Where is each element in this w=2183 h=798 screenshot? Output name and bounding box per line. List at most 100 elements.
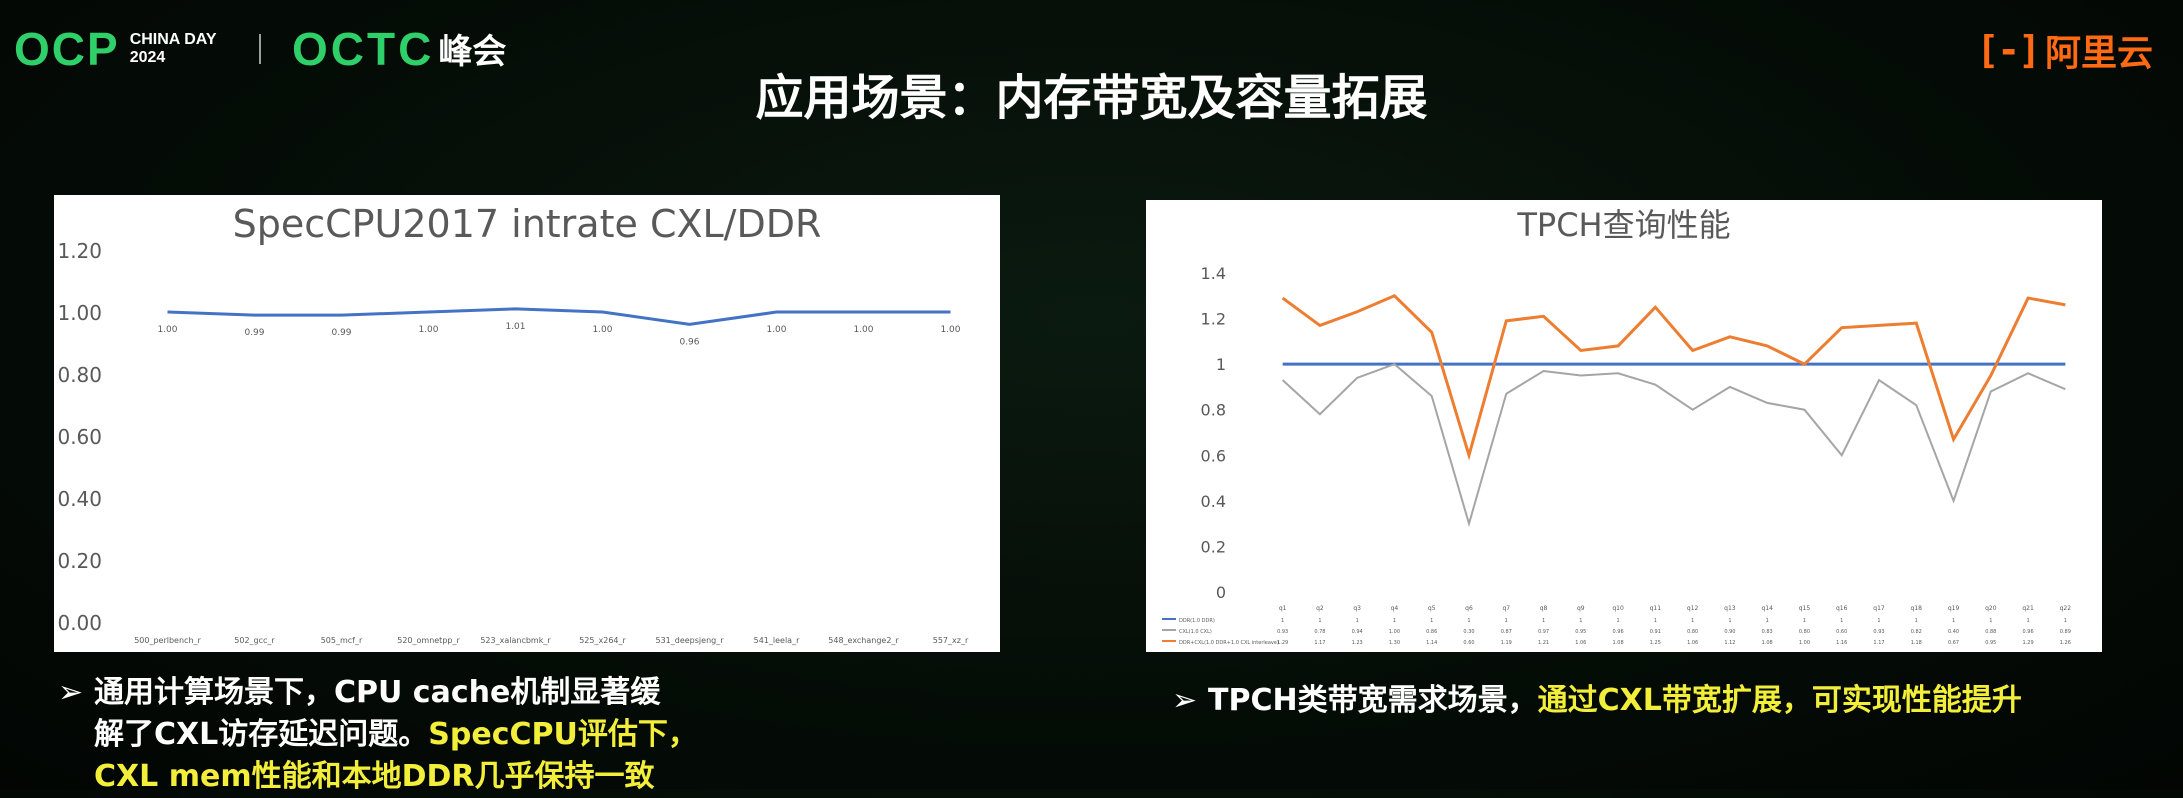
table-cell: 1.00 — [1799, 640, 1810, 646]
table-cell: 1 — [1952, 618, 1955, 624]
table-cell: 1 — [1356, 618, 1359, 624]
chart-title: SpecCPU2017 intrate CXL/DDR — [233, 202, 822, 246]
x-tick-label: q15 — [1799, 605, 1811, 612]
table-cell: 1.29 — [2023, 640, 2034, 646]
bullet-line2-highlight: SpecCPU评估下， — [428, 717, 698, 752]
x-tick-label: q4 — [1391, 605, 1399, 612]
x-tick-label: 505_mcf_r — [321, 636, 363, 645]
table-cell: 0.86 — [1426, 629, 1437, 635]
x-tick-label: q8 — [1540, 605, 1548, 612]
table-cell: 0.95 — [1985, 640, 1996, 646]
table-cell: 1.06 — [1687, 640, 1698, 646]
data-label: 1.00 — [853, 325, 873, 335]
data-label: 0.99 — [244, 328, 264, 338]
table-cell: 0.94 — [1352, 629, 1363, 635]
table-cell: 0.90 — [1724, 629, 1735, 635]
table-cell: 1 — [1654, 618, 1657, 624]
x-tick-label: q11 — [1650, 605, 1662, 612]
table-cell: 1.26 — [2060, 640, 2071, 646]
table-cell: 1.06 — [1575, 640, 1586, 646]
table-cell: 1.17 — [1314, 640, 1325, 646]
table-cell: 0.95 — [1575, 629, 1586, 635]
speccpu-bullet: ➢ 通用计算场景下，CPU cache机制显著缓 解了CXL访存延迟问题。Spec… — [58, 672, 758, 798]
table-cell: 1.23 — [1352, 640, 1363, 646]
x-tick-label: 525_x264_r — [579, 636, 626, 645]
data-label: 0.99 — [331, 328, 351, 338]
octc-logo-text: OCTC — [292, 22, 435, 75]
table-cell: 0.80 — [1799, 629, 1810, 635]
table-cell: 0.83 — [1762, 629, 1773, 635]
page-title: 应用场景：内存带宽及容量拓展 — [755, 70, 1428, 126]
table-cell: 0.30 — [1463, 629, 1474, 635]
legend-label: DDR+CXL(1.0 DDR+1.0 CXL interleave) — [1179, 640, 1279, 646]
x-tick-label: 557_xz_r — [933, 636, 969, 645]
x-tick-label: 531_deepsjeng_r — [655, 636, 724, 645]
y-tick-label: 0.80 — [57, 363, 102, 387]
table-cell: 1 — [1691, 618, 1694, 624]
x-tick-label: q12 — [1687, 605, 1699, 612]
x-tick-label: q16 — [1836, 605, 1848, 612]
table-cell: 1 — [1766, 618, 1769, 624]
x-tick-label: q1 — [1279, 605, 1287, 612]
bullet-line3-highlight: CXL mem性能和本地DDR几乎保持一致 — [94, 759, 655, 794]
y-tick-label: 1.2 — [1201, 310, 1226, 329]
table-cell: 1 — [2026, 618, 2029, 624]
table-cell: 0.67 — [1948, 640, 1959, 646]
table-cell: 1 — [1505, 618, 1508, 624]
table-cell: 1 — [2064, 618, 2067, 624]
y-tick-label: 0.4 — [1201, 492, 1226, 511]
table-cell: 1 — [1430, 618, 1433, 624]
table-cell: 0.88 — [1985, 629, 1996, 635]
legend-label: DDR(1.0 DDR) — [1179, 618, 1215, 624]
x-tick-label: q3 — [1353, 605, 1361, 612]
ocp-logo: OCP CHINA DAY 2024 — [14, 26, 217, 72]
table-cell: 1 — [1318, 618, 1321, 624]
table-cell: 0.97 — [1538, 629, 1549, 635]
series-line-ddr-cxl — [1281, 294, 2066, 461]
table-cell: 1 — [1616, 618, 1619, 624]
x-tick-label: q22 — [2060, 605, 2072, 612]
x-tick-label: 500_perlbench_r — [134, 636, 201, 645]
aliyun-logo-text: 阿里云 — [2044, 33, 2153, 74]
table-cell: 1 — [1542, 618, 1545, 624]
data-label: 1.00 — [418, 325, 438, 335]
table-cell: 1 — [1877, 618, 1880, 624]
x-tick-label: q10 — [1612, 605, 1624, 612]
bullet-line1: 通用计算场景下，CPU cache机制显著缓 — [94, 675, 661, 710]
table-cell: 1.08 — [1613, 640, 1624, 646]
table-cell: 0.96 — [1613, 629, 1624, 635]
bullet-arrow-icon: ➢ — [1172, 683, 1198, 718]
series-line-cxl-ddr-ratio — [167, 307, 951, 326]
speccpu-chart: SpecCPU2017 intrate CXL/DDR 0.00 0.20 0.40… — [57, 202, 969, 645]
x-tick-label: 541_leela_r — [754, 636, 800, 645]
data-label: 0.96 — [679, 337, 699, 347]
table-cell: 0.60 — [1836, 629, 1847, 635]
table-cell: 0.80 — [1687, 629, 1698, 635]
table-cell: 1 — [1728, 618, 1731, 624]
octc-logo-suffix: 峰会 — [438, 32, 507, 72]
x-tick-label: q17 — [1873, 605, 1885, 612]
y-tick-label: 1.4 — [1201, 264, 1226, 283]
x-tick-label: 502_gcc_r — [234, 636, 275, 645]
table-cell: 0.91 — [1650, 629, 1661, 635]
x-tick-label: q19 — [1948, 605, 1960, 612]
table-cell: 1 — [1989, 618, 1992, 624]
x-tick-label: q7 — [1502, 605, 1510, 612]
x-tick-label: 520_omnetpp_r — [397, 636, 460, 645]
y-tick-label: 0.6 — [1201, 446, 1226, 465]
table-cell: 0.89 — [2060, 629, 2071, 635]
y-tick-label: 1.00 — [57, 301, 102, 325]
data-label: 1.01 — [505, 322, 525, 332]
tpch-chart: TPCH查询性能 0 0.2 0.4 0.6 0.8 1 1.2 1.4 q1 q2 q3 q4 q5… — [1162, 206, 2072, 646]
table-cell: 1 — [1281, 618, 1284, 624]
table-cell: 1 — [1579, 618, 1582, 624]
chart-title: TPCH查询性能 — [1516, 206, 1730, 244]
ocp-event-label: CHINA DAY 2024 — [130, 31, 217, 67]
speccpu-chart-panel: SpecCPU2017 intrate CXL/DDR 0.00 0.20 0.40… — [54, 195, 1000, 652]
x-tick-label: q2 — [1316, 605, 1324, 612]
ocp-event-line2: 2024 — [129, 49, 166, 66]
y-tick-label: 0.00 — [57, 611, 102, 635]
x-tick-label: q6 — [1465, 605, 1473, 612]
series-line-cxl — [1281, 363, 2066, 528]
y-tick-label: 0.20 — [57, 549, 102, 573]
